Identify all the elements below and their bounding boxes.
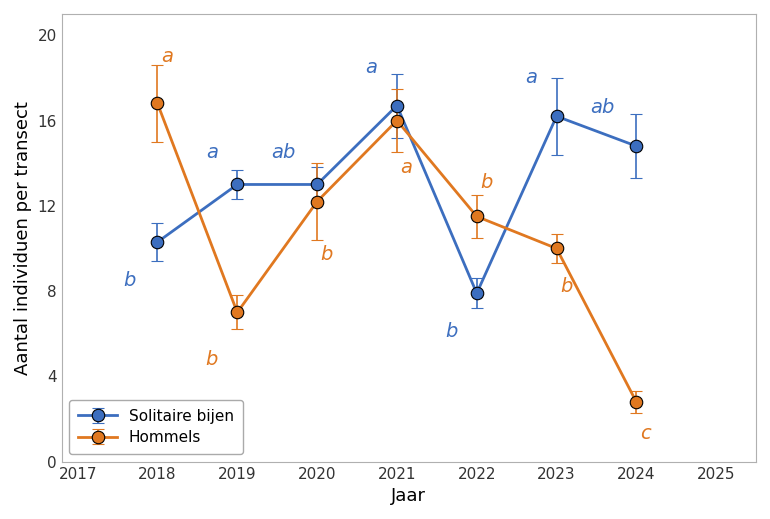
Text: b: b <box>560 277 572 296</box>
Text: b: b <box>206 350 218 369</box>
Text: b: b <box>320 245 333 264</box>
Text: a: a <box>366 58 377 77</box>
Y-axis label: Aantal individuen per transect: Aantal individuen per transect <box>14 101 32 375</box>
Legend: Solitaire bijen, Hommels: Solitaire bijen, Hommels <box>69 400 243 454</box>
Text: a: a <box>525 69 537 87</box>
Text: c: c <box>641 425 651 443</box>
Text: ab: ab <box>591 98 615 117</box>
Text: a: a <box>161 47 173 66</box>
Text: b: b <box>445 322 457 341</box>
Text: a: a <box>400 158 413 177</box>
Text: a: a <box>206 143 218 162</box>
Text: b: b <box>480 173 493 192</box>
Text: ab: ab <box>271 143 296 162</box>
X-axis label: Jaar: Jaar <box>391 487 427 505</box>
Text: b: b <box>123 271 136 290</box>
